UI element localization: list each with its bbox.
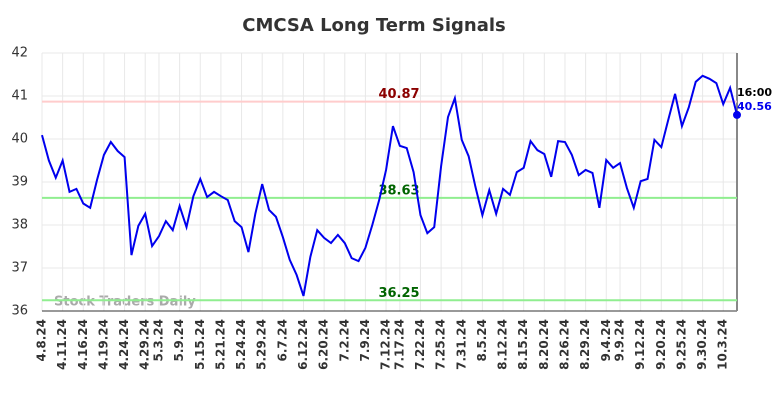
x-tick-label: 8.5.24 xyxy=(475,319,489,362)
x-tick-label: 4.24.24 xyxy=(117,319,131,370)
x-tick-label: 9.9.24 xyxy=(613,319,627,362)
x-tick-label: 6.20.24 xyxy=(317,319,331,370)
last-value: 40.56 xyxy=(737,100,772,113)
x-tick-label: 8.12.24 xyxy=(496,319,510,370)
x-tick-label: 8.15.24 xyxy=(516,319,530,370)
y-tick-label: 39 xyxy=(11,175,28,190)
x-tick-label: 7.25.24 xyxy=(434,319,448,370)
y-tick-label: 40 xyxy=(11,132,28,147)
x-tick-label: 7.2.24 xyxy=(337,319,351,362)
x-tick-label: 9.12.24 xyxy=(633,319,647,370)
level-label: 36.25 xyxy=(378,286,419,301)
x-tick-label: 9.25.24 xyxy=(674,319,688,370)
x-tick-label: 5.24.24 xyxy=(234,319,248,370)
x-tick-label: 7.17.24 xyxy=(392,319,406,370)
y-tick-label: 41 xyxy=(11,89,28,104)
x-tick-label: 4.11.24 xyxy=(55,319,69,370)
x-tick-label: 6.12.24 xyxy=(296,319,310,370)
level-label: 38.63 xyxy=(378,183,419,198)
x-tick-label: 9.20.24 xyxy=(654,319,668,370)
x-tick-label: 4.19.24 xyxy=(96,319,110,370)
x-tick-label: 5.9.24 xyxy=(172,319,186,362)
x-tick-label: 5.15.24 xyxy=(193,319,207,370)
level-label: 40.87 xyxy=(378,87,419,102)
x-tick-label: 8.26.24 xyxy=(557,319,571,370)
x-tick-label: 4.29.24 xyxy=(138,319,152,370)
watermark: Stock Traders Daily xyxy=(54,295,196,310)
x-tick-label: 9.30.24 xyxy=(695,319,709,370)
y-tick-label: 37 xyxy=(11,261,28,276)
y-tick-label: 38 xyxy=(11,218,28,233)
y-tick-label: 36 xyxy=(11,304,28,319)
x-tick-label: 9.4.24 xyxy=(599,319,613,362)
x-tick-label: 7.31.24 xyxy=(454,319,468,370)
x-tick-label: 4.16.24 xyxy=(76,319,90,370)
x-tick-label: 7.9.24 xyxy=(358,319,372,362)
price-line xyxy=(41,74,738,297)
x-tick-label: 5.29.24 xyxy=(255,319,269,370)
chart-title: CMCSA Long Term Signals xyxy=(242,15,506,36)
y-tick-label: 42 xyxy=(11,46,28,61)
last-point xyxy=(733,110,741,119)
x-tick-label: 6.7.24 xyxy=(275,319,289,362)
x-tick-label: 10.3.24 xyxy=(716,319,730,370)
x-tick-label: 7.22.24 xyxy=(413,319,427,370)
last-time: 16:00 xyxy=(737,86,772,99)
x-tick-label: 8.29.24 xyxy=(578,319,592,370)
x-tick-label: 8.20.24 xyxy=(537,319,551,370)
x-tick-label: 5.21.24 xyxy=(213,319,227,370)
x-tick-label: 4.8.24 xyxy=(35,319,49,362)
x-tick-label: 7.12.24 xyxy=(379,319,393,370)
x-tick-label: 5.3.24 xyxy=(151,319,165,362)
